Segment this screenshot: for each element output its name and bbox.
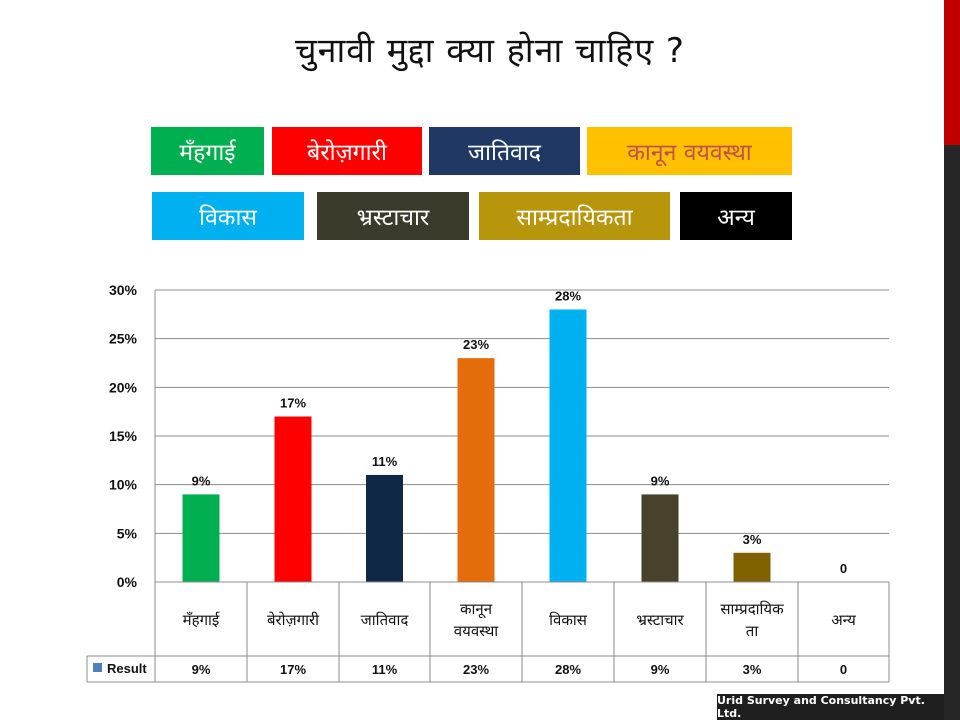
bar-data-label: 17%: [280, 396, 306, 411]
bar: [457, 358, 495, 582]
table-value: 3%: [743, 662, 762, 677]
legend-item: भ्रस्टाचार: [317, 192, 469, 240]
y-tick-label: 20%: [109, 379, 138, 395]
x-category-label: मँहगाई: [183, 611, 221, 629]
legend-item: विकास: [152, 192, 304, 240]
edge-accent-bar: [944, 0, 960, 720]
bar: [274, 416, 312, 582]
bar-data-label: 11%: [372, 454, 398, 469]
bar-data-label: 9%: [192, 473, 211, 488]
bar-data-label: 23%: [463, 337, 489, 352]
bar: [549, 309, 587, 582]
x-category-label: बेरोज़गारी: [267, 611, 320, 629]
x-category-label: जातिवाद: [361, 611, 410, 629]
x-category-label: कानून वयवस्था: [454, 600, 500, 640]
y-tick-label: 10%: [109, 477, 138, 493]
bar-data-label: 3%: [743, 532, 762, 547]
footer-credit: Urid Survey and Consultancy Pvt. Ltd.: [717, 694, 944, 720]
x-category-label: भ्रस्टाचार: [636, 611, 684, 629]
table-value: 17%: [280, 662, 306, 677]
table-value: 0: [840, 662, 847, 677]
series-legend-key: [93, 663, 102, 672]
edge-accent-red: [944, 0, 960, 145]
legend-item: साम्प्रदायिकता: [479, 192, 670, 240]
bar-data-label: 0: [840, 561, 847, 576]
bar: [366, 474, 403, 582]
legend-item: मँहगाई: [151, 127, 264, 175]
table-value: 23%: [463, 662, 489, 677]
bar-data-label: 9%: [651, 473, 670, 488]
table-value: 11%: [372, 662, 398, 677]
x-category-label: अन्य: [831, 611, 856, 629]
edge-accent-dark: [944, 145, 960, 720]
table-value: 9%: [192, 662, 211, 677]
bar-data-label: 28%: [555, 288, 581, 303]
series-label: Result: [107, 661, 147, 676]
y-tick-label: 30%: [109, 282, 138, 298]
bar: [733, 552, 771, 582]
legend-item: जातिवाद: [429, 127, 580, 175]
y-tick-label: 15%: [109, 428, 138, 444]
y-tick-label: 25%: [109, 331, 138, 347]
bar: [641, 494, 679, 582]
legend-item: अन्य: [680, 192, 792, 240]
legend-item: बेरोज़गारी: [272, 127, 422, 175]
table-value: 28%: [555, 662, 581, 677]
bar: [182, 494, 220, 582]
x-category-label: विकास: [549, 611, 588, 629]
slide-title: चुनावी मुद्दा क्या होना चाहिए ?: [295, 31, 685, 71]
y-tick-label: 0%: [117, 574, 138, 590]
table-value: 9%: [651, 662, 670, 677]
x-category-label: साम्प्रदायिक ता: [720, 600, 784, 640]
legend-item: कानून वयवस्था: [587, 127, 792, 175]
y-tick-label: 5%: [117, 525, 138, 541]
